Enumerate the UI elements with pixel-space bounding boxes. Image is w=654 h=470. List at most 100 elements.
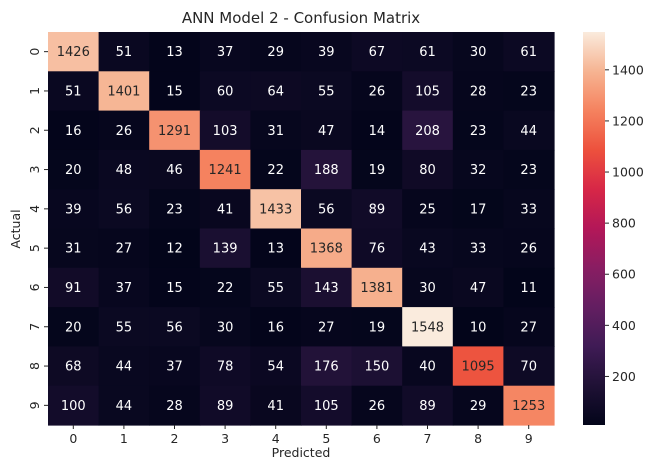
cell-value-label: 27 bbox=[520, 320, 537, 335]
cell-value-label: 76 bbox=[369, 242, 386, 257]
heatmap-cell bbox=[149, 228, 201, 269]
heatmap-cell bbox=[503, 307, 555, 347]
colorbar-tick-label: 1400 bbox=[612, 62, 644, 77]
cell-value-label: 44 bbox=[116, 399, 133, 414]
heatmap-cell bbox=[98, 110, 150, 151]
cell-value-label: 33 bbox=[470, 242, 487, 257]
cell-value-label: 1253 bbox=[512, 399, 545, 414]
cell-value-label: 37 bbox=[116, 281, 133, 296]
heatmap-cell bbox=[48, 385, 100, 426]
heatmap-cell bbox=[402, 71, 454, 112]
heatmap-cell bbox=[48, 228, 100, 269]
y-tick-label: 5 bbox=[27, 244, 42, 252]
heatmap-cell bbox=[351, 346, 403, 387]
x-tick-label: 4 bbox=[272, 431, 280, 446]
heatmap-cell bbox=[503, 189, 555, 230]
cell-value-label: 39 bbox=[65, 202, 82, 217]
heatmap-cell bbox=[351, 228, 403, 269]
colorbar-tick-label: 1200 bbox=[612, 113, 644, 128]
heatmap-cell bbox=[301, 267, 353, 308]
cell-value-label: 48 bbox=[116, 163, 133, 178]
y-tick-label: 0 bbox=[27, 48, 42, 56]
cell-value-label: 1381 bbox=[360, 281, 393, 296]
heatmap-cell bbox=[301, 228, 353, 269]
heatmap-cell bbox=[301, 189, 353, 230]
cell-value-label: 89 bbox=[419, 399, 436, 414]
x-tick-label: 3 bbox=[221, 431, 229, 446]
cell-value-label: 33 bbox=[520, 202, 537, 217]
cell-value-label: 105 bbox=[415, 84, 440, 99]
cell-value-label: 20 bbox=[65, 163, 82, 178]
heatmap-cell bbox=[149, 385, 201, 426]
cell-value-label: 27 bbox=[116, 242, 133, 257]
cell-value-label: 15 bbox=[166, 281, 183, 296]
cell-value-label: 78 bbox=[217, 360, 234, 375]
cell-value-label: 29 bbox=[470, 399, 487, 414]
y-tick-label: 8 bbox=[27, 362, 42, 370]
cell-value-label: 1241 bbox=[209, 163, 242, 178]
cell-value-label: 44 bbox=[116, 360, 133, 375]
cell-value-label: 30 bbox=[217, 320, 234, 335]
cell-value-label: 16 bbox=[65, 124, 82, 139]
heatmap-cell bbox=[149, 149, 201, 190]
heatmap-cell bbox=[250, 32, 302, 72]
cell-value-label: 40 bbox=[419, 360, 436, 375]
cell-value-label: 55 bbox=[267, 281, 284, 296]
cell-value-label: 27 bbox=[318, 320, 335, 335]
heatmap-cell bbox=[503, 32, 555, 72]
cell-value-label: 56 bbox=[166, 320, 183, 335]
heatmap-cell bbox=[402, 32, 454, 72]
cell-value-label: 19 bbox=[369, 320, 386, 335]
heatmap-cell bbox=[503, 149, 555, 190]
heatmap-cell bbox=[199, 32, 251, 72]
cell-value-label: 30 bbox=[470, 45, 487, 60]
cell-value-label: 39 bbox=[318, 45, 335, 60]
cell-value-label: 1401 bbox=[107, 84, 140, 99]
heatmap-cell bbox=[351, 189, 403, 230]
heatmap-cell bbox=[503, 385, 555, 426]
cell-value-label: 56 bbox=[318, 202, 335, 217]
x-axis-ticks: 0 1 2 3 4 5 6 7 8 9 bbox=[69, 425, 533, 446]
colorbar-tick-label: 800 bbox=[612, 216, 636, 231]
cell-value-label: 22 bbox=[267, 163, 284, 178]
cell-value-label: 139 bbox=[213, 242, 238, 257]
heatmap-cell bbox=[250, 228, 302, 269]
cell-value-label: 89 bbox=[217, 399, 234, 414]
cell-value-label: 47 bbox=[470, 281, 487, 296]
heatmap-cell bbox=[402, 228, 454, 269]
heatmap-cell bbox=[250, 346, 302, 387]
cell-value-label: 26 bbox=[116, 124, 133, 139]
heatmap-cell bbox=[98, 385, 150, 426]
cell-value-label: 80 bbox=[419, 163, 436, 178]
cell-value-label: 60 bbox=[217, 84, 234, 99]
heatmap-cell bbox=[199, 149, 251, 190]
heatmap-cell bbox=[402, 307, 454, 347]
heatmap-cell bbox=[503, 71, 555, 112]
heatmap-cell bbox=[351, 110, 403, 151]
heatmap-cell bbox=[351, 71, 403, 112]
cell-value-label: 68 bbox=[65, 360, 82, 375]
heatmap-cell bbox=[199, 189, 251, 230]
heatmap-cell bbox=[149, 110, 201, 151]
heatmap-cell bbox=[402, 149, 454, 190]
heatmap-cell bbox=[301, 149, 353, 190]
cell-value-label: 13 bbox=[267, 242, 284, 257]
cell-value-label: 51 bbox=[65, 84, 82, 99]
heatmap-cell bbox=[250, 71, 302, 112]
cell-value-label: 61 bbox=[520, 45, 537, 60]
y-tick-label: 7 bbox=[27, 323, 42, 331]
chart-title: ANN Model 2 - Confusion Matrix bbox=[182, 9, 420, 27]
cell-value-label: 22 bbox=[217, 281, 234, 296]
heatmap-cell bbox=[199, 385, 251, 426]
heatmap-cell bbox=[503, 110, 555, 151]
cell-value-label: 100 bbox=[61, 399, 86, 414]
heatmap-cell bbox=[503, 346, 555, 387]
heatmap-cell bbox=[301, 110, 353, 151]
cell-value-label: 26 bbox=[369, 84, 386, 99]
cell-value-label: 55 bbox=[318, 84, 335, 99]
x-tick-label: 7 bbox=[424, 431, 432, 446]
heatmap-cell bbox=[351, 385, 403, 426]
heatmap-cell bbox=[250, 110, 302, 151]
heatmap-cell bbox=[48, 267, 100, 308]
cell-value-label: 1433 bbox=[259, 202, 292, 217]
